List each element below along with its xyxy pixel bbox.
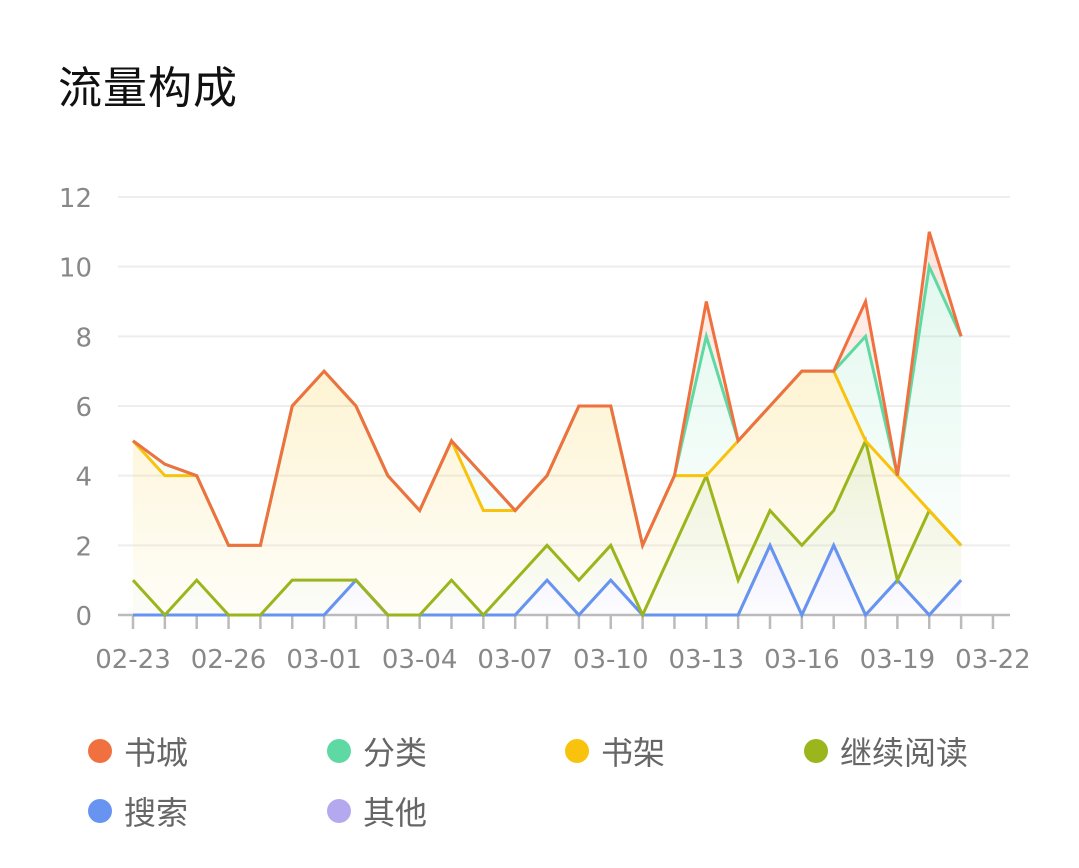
legend-dot-icon bbox=[88, 799, 112, 823]
series-area-4 bbox=[133, 440, 962, 615]
legend-item[interactable]: 分类 bbox=[327, 726, 427, 776]
x-tick-label: 03-16 bbox=[764, 645, 840, 675]
y-tick-label: 8 bbox=[75, 323, 92, 353]
legend-label: 书架 bbox=[601, 734, 666, 772]
series-line-5 bbox=[133, 541, 963, 619]
legend-label: 搜索 bbox=[124, 794, 189, 832]
y-tick-label: 10 bbox=[59, 254, 92, 284]
x-tick-label: 02-23 bbox=[95, 645, 171, 675]
legend-item[interactable]: 继续阅读 bbox=[804, 726, 968, 776]
x-tick-label: 03-07 bbox=[477, 645, 553, 675]
y-tick-label: 4 bbox=[75, 463, 92, 493]
legend-label: 继续阅读 bbox=[840, 734, 969, 772]
x-tick-label: 03-01 bbox=[286, 645, 362, 675]
x-tick-label: 03-04 bbox=[382, 645, 458, 675]
legend-dot-icon bbox=[327, 739, 351, 763]
legend-label: 分类 bbox=[363, 734, 428, 772]
y-tick-label: 0 bbox=[75, 602, 92, 632]
series-area-3 bbox=[133, 371, 962, 615]
legend-dot-icon bbox=[327, 799, 351, 823]
x-tick-label: 03-22 bbox=[955, 645, 1031, 675]
x-tick-label: 03-19 bbox=[860, 645, 936, 675]
legend-dot-icon bbox=[804, 739, 828, 763]
legend-label: 书城 bbox=[124, 734, 189, 772]
legend-item[interactable]: 书架 bbox=[565, 726, 665, 776]
y-tick-label: 6 bbox=[75, 393, 92, 423]
series-area-6 bbox=[133, 545, 962, 615]
legend-dot-icon bbox=[88, 739, 112, 763]
chart-title: 流量构成 bbox=[58, 63, 238, 114]
y-tick-label: 2 bbox=[75, 532, 92, 562]
x-tick-label: 02-26 bbox=[191, 645, 267, 675]
series-line-1 bbox=[132, 231, 963, 550]
x-tick-label: 03-13 bbox=[669, 645, 745, 675]
legend-label: 其他 bbox=[363, 794, 428, 832]
legend-item[interactable]: 书城 bbox=[88, 726, 188, 776]
traffic-area-chart: 0 2 4 6 8 10 12 02-23 02-26 03-01 03-04 03-07 03-10 0… bbox=[59, 184, 1031, 675]
y-tick-label: 12 bbox=[59, 184, 92, 214]
legend-dot-icon bbox=[565, 739, 589, 763]
x-tick-label: 03-10 bbox=[573, 645, 649, 675]
legend-item[interactable]: 搜索 bbox=[88, 786, 188, 836]
legend-item[interactable]: 其他 bbox=[327, 786, 427, 836]
series-line-4 bbox=[131, 436, 963, 619]
